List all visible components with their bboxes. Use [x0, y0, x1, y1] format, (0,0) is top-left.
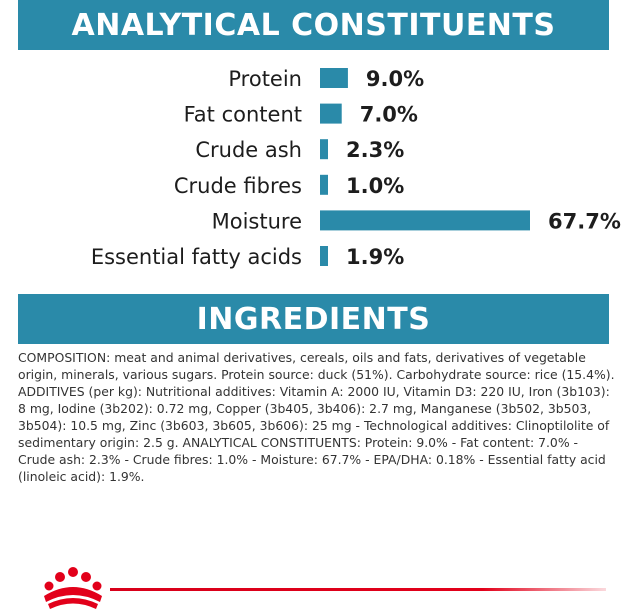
value-label: 1.0%: [346, 174, 404, 198]
bar: [320, 139, 328, 160]
analytical-constituents-header: ANALYTICAL CONSTITUENTS: [18, 0, 609, 50]
category-label: Protein: [228, 67, 302, 91]
category-label: Moisture: [212, 209, 302, 233]
category-label: Crude fibres: [174, 174, 302, 198]
bar: [320, 68, 348, 88]
footer-divider: [110, 588, 606, 591]
ingredients-header: INGREDIENTS: [18, 294, 609, 344]
bar: [320, 174, 328, 195]
value-label: 67.7%: [548, 209, 621, 233]
bar: [320, 210, 530, 231]
category-label: Crude ash: [195, 138, 302, 162]
ingredients-title: INGREDIENTS: [196, 301, 431, 337]
value-label: 1.9%: [346, 245, 404, 269]
composition-text: COMPOSITION: meat and animal derivatives…: [18, 350, 615, 484]
category-label: Essential fatty acids: [91, 245, 302, 269]
category-label: Fat content: [184, 103, 302, 127]
value-label: 9.0%: [366, 67, 424, 91]
bar: [320, 103, 342, 124]
bar: [320, 246, 328, 266]
value-label: 7.0%: [360, 103, 418, 127]
royal-canin-crown-icon: [44, 567, 102, 609]
analytical-constituents-title: ANALYTICAL CONSTITUENTS: [71, 7, 556, 43]
analytical-constituents-chart: Protein 9.0% Fat content 7.0% Crude ash 2.3% C…: [91, 67, 621, 269]
value-label: 2.3%: [346, 138, 404, 162]
